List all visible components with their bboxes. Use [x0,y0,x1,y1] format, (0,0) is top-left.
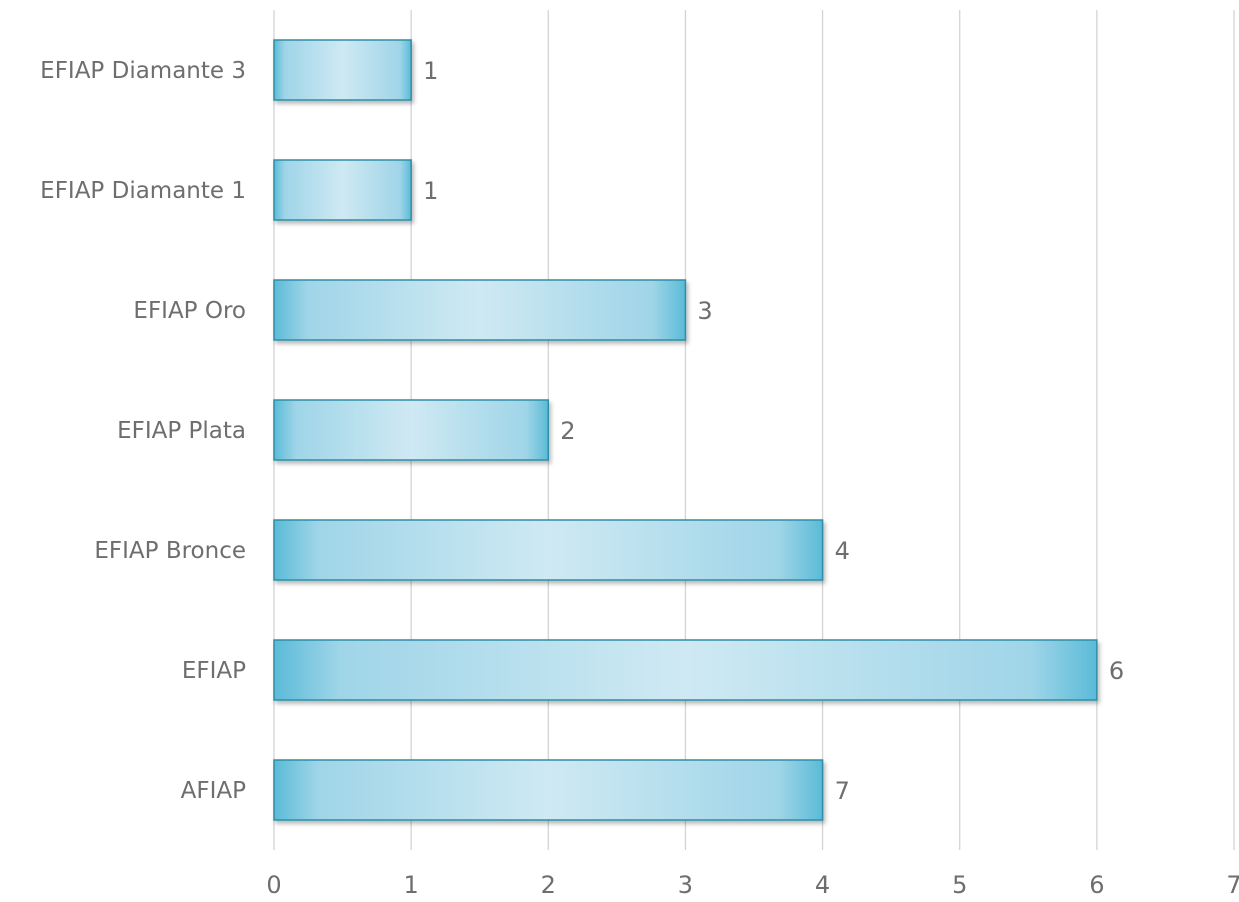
category-label-efiap-diamante-3: EFIAP Diamante 3 [40,58,246,84]
x-tick-label-2: 2 [541,871,556,899]
x-tick-label-6: 6 [1089,871,1104,899]
bar-efiap-bronce [273,519,824,581]
data-label-efiap-diamante-1: 1 [423,177,438,205]
x-tick-label-0: 0 [266,871,281,899]
bar-efiap [273,639,1098,701]
data-label-efiap-oro: 3 [697,297,712,325]
x-tick-label-7: 7 [1226,871,1239,899]
x-tick-label-1: 1 [404,871,419,899]
bar-efiap-oro [273,279,687,341]
data-label-afiap: 7 [835,777,850,805]
bar-efiap-diamante-1 [273,159,412,221]
bar-afiap [273,759,824,821]
category-label-efiap: EFIAP [182,658,246,684]
x-tick-label-4: 4 [815,871,830,899]
data-label-efiap-diamante-3: 1 [423,57,438,85]
x-tick-label-3: 3 [678,871,693,899]
data-label-efiap-bronce: 4 [835,537,850,565]
category-label-afiap: AFIAP [181,778,246,804]
data-label-efiap: 6 [1109,657,1124,685]
bar-efiap-plata [273,399,550,461]
category-labels: EFIAP Diamante 3 EFIAP Diamante 1 EFIAP Or… [40,58,246,804]
x-tick-label-5: 5 [952,871,967,899]
category-label-efiap-plata: EFIAP Plata [117,418,246,444]
bar-efiap-diamante-3 [273,39,412,101]
category-label-efiap-bronce: EFIAP Bronce [94,538,246,564]
x-axis-ticks: 0 1 2 3 4 5 6 7 [266,871,1239,899]
data-labels: 1 1 3 2 4 6 7 [423,57,1124,805]
bars [273,39,1098,821]
category-label-efiap-diamante-1: EFIAP Diamante 1 [40,178,246,204]
category-label-efiap-oro: EFIAP Oro [133,298,246,324]
data-label-efiap-plata: 2 [560,417,575,445]
